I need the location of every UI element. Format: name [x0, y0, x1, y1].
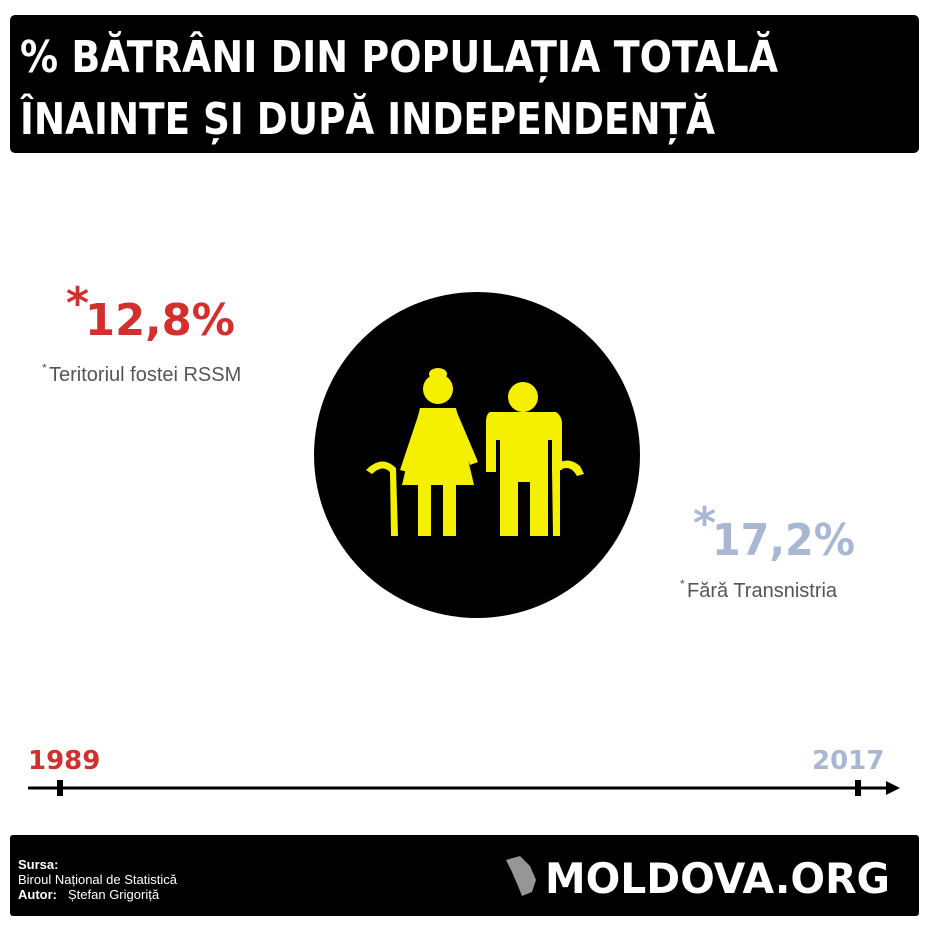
timeline-arrow [886, 781, 900, 795]
stat-marker: * [693, 498, 716, 549]
stat-note: Teritoriul fostei RSSM [49, 364, 241, 386]
source: Biroul Național de Statistică [18, 872, 178, 887]
timeline-start: 1989 [28, 746, 100, 776]
footer-box [10, 835, 919, 916]
logo-map [506, 856, 536, 896]
title-line: ÎNAINTE ȘI DUPĂ INDEPENDENȚĂ [20, 92, 715, 145]
timeline-end: 2017 [812, 746, 884, 776]
note-marker: * [680, 577, 685, 591]
author: Ștefan Grigoriță [68, 887, 160, 902]
icon-circle [314, 292, 640, 618]
timeline-tick [57, 780, 63, 796]
timeline-tick [855, 780, 861, 796]
stat-marker: * [66, 278, 89, 329]
header-box [10, 15, 919, 153]
note-marker: * [42, 361, 47, 375]
elderly-icon [366, 368, 584, 536]
author-label: Autor: [18, 887, 57, 902]
stat-value: 12,8% [85, 295, 235, 346]
logo-text: MOLDOVA.ORG [545, 854, 890, 903]
stat-note: Fără Transnistria [687, 580, 838, 602]
source-label: Sursa: [18, 857, 58, 872]
stat-value: 17,2% [712, 515, 855, 566]
title-line: % BĂTRÂNI DIN POPULAȚIA TOTALĂ [20, 30, 778, 83]
